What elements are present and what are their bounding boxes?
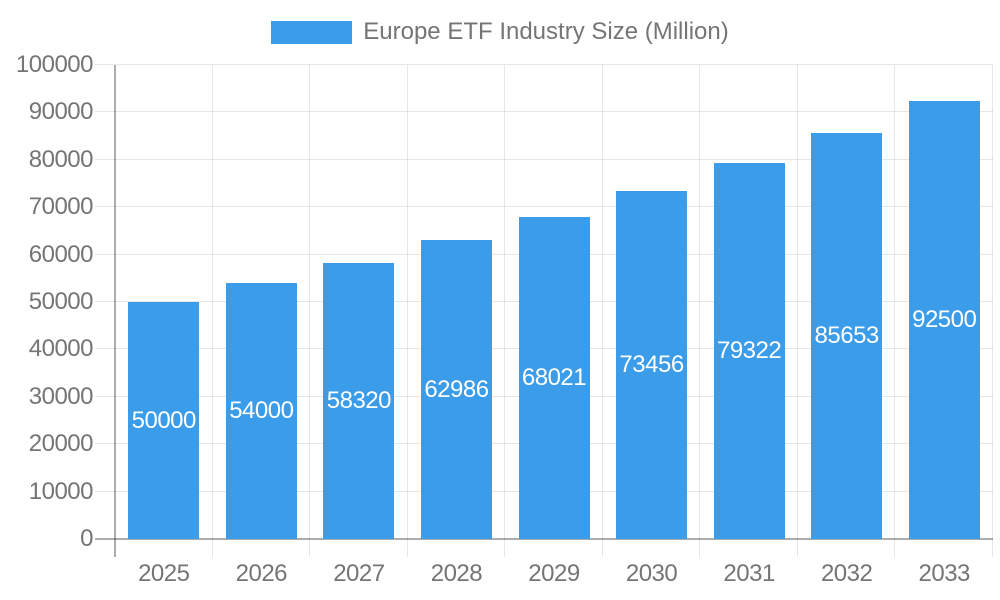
y-axis-tick-label: 50000	[28, 288, 94, 315]
v-gridline	[601, 65, 603, 557]
y-axis-tick-label: 0	[80, 525, 93, 552]
bar-2027[interactable]: 58320	[323, 262, 395, 539]
y-axis-tick-label: 40000	[28, 335, 94, 363]
bar-value-label: 62986	[424, 375, 489, 403]
bar-value-label: 68021	[521, 363, 587, 391]
v-gridline	[992, 65, 993, 557]
x-axis-tick-label: 2026	[235, 560, 288, 587]
y-axis-tick-label: 60000	[28, 240, 94, 268]
x-axis-tick-label: 2030	[625, 560, 678, 587]
bar-2030[interactable]: 73456	[616, 190, 688, 539]
x-axis-tick-label: 2029	[528, 560, 580, 587]
bar-value-label: 85653	[814, 321, 880, 349]
bar-value-label: 79322	[716, 336, 782, 364]
v-gridline	[699, 65, 701, 557]
x-axis-baseline	[95, 538, 993, 540]
v-gridline	[406, 65, 408, 557]
legend-swatch-icon	[271, 20, 353, 44]
bar-value-label: 54000	[229, 397, 294, 424]
v-gridline	[211, 65, 213, 557]
h-gridline	[95, 64, 993, 65]
bar-2026[interactable]: 54000	[225, 283, 297, 539]
v-gridline	[309, 65, 311, 557]
bar-2032[interactable]: 85653	[811, 133, 883, 539]
y-axis-tick-label: 100000	[15, 51, 94, 78]
x-axis-tick-label: 2025	[138, 560, 190, 587]
y-axis-tick-label: 20000	[28, 430, 94, 458]
y-axis-tick-label: 10000	[28, 477, 94, 505]
x-axis-tick-label: 2028	[430, 560, 483, 587]
h-gridline	[95, 158, 993, 160]
bar-value-label: 58320	[326, 386, 392, 414]
x-axis-tick-label: 2033	[918, 560, 971, 587]
plot-area: 50000 54000 58320 62986 68021 73456 79322 85653…	[95, 64, 993, 557]
bar-value-label: 50000	[131, 406, 197, 434]
y-axis-tick-label: 90000	[28, 98, 94, 126]
y-axis-tick-label: 80000	[28, 145, 94, 173]
bar-2031[interactable]: 79322	[713, 163, 785, 539]
v-gridline	[504, 65, 506, 557]
v-gridline	[894, 65, 896, 557]
legend-label: Europe ETF Industry Size (Million)	[363, 18, 729, 45]
chart-legend: Europe ETF Industry Size (Million)	[0, 19, 1000, 45]
bar-2029[interactable]: 68021	[518, 216, 590, 539]
x-axis-tick-label: 2027	[333, 560, 385, 587]
y-axis-tick-label: 70000	[28, 193, 94, 221]
bar-2025[interactable]: 50000	[128, 302, 200, 539]
x-axis-tick-label: 2032	[820, 560, 873, 587]
h-gridline	[95, 111, 993, 113]
x-axis-tick-label: 2031	[723, 560, 775, 587]
h-gridline	[95, 206, 993, 208]
bar-value-label: 73456	[619, 350, 684, 378]
legend-item[interactable]: Europe ETF Industry Size (Million)	[271, 18, 729, 45]
y-axis-tick-label: 30000	[28, 382, 94, 410]
v-gridline	[796, 65, 798, 557]
y-axis-line	[114, 65, 116, 557]
bar-2033[interactable]: 92500	[908, 100, 980, 539]
bar-2028[interactable]: 62986	[420, 240, 492, 539]
bar-value-label: 92500	[912, 305, 977, 333]
